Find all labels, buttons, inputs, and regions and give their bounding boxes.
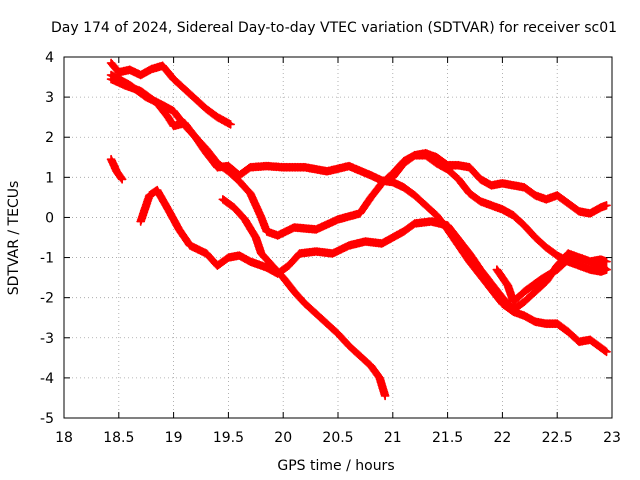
series-markers xyxy=(136,185,611,315)
data-series xyxy=(106,58,611,401)
series-track-4 xyxy=(136,185,611,315)
y-tick-label: 1 xyxy=(45,170,54,186)
x-tick-label: 18.5 xyxy=(103,430,134,446)
y-tick-label: 2 xyxy=(45,130,54,146)
series-markers xyxy=(106,70,611,240)
x-tick-label: 21.5 xyxy=(432,430,463,446)
x-tick-labels: 18 18.5 19 19.5 20 20.5 21 21.5 22 22.5 23 xyxy=(55,430,621,446)
grid xyxy=(64,57,612,418)
series-track-1 xyxy=(106,58,235,129)
y-tick-labels: -5 -4 -3 -2 -1 0 1 2 3 4 xyxy=(40,50,54,427)
x-tick-label: 18 xyxy=(55,430,73,446)
y-tick-label: -5 xyxy=(40,411,54,427)
series-markers xyxy=(218,195,390,401)
series-markers xyxy=(106,154,127,184)
series-markers xyxy=(106,58,235,129)
axis-ticks xyxy=(63,56,613,419)
series-markers xyxy=(492,253,611,307)
x-tick-label: 23 xyxy=(603,430,621,446)
series-track-8 xyxy=(106,154,127,184)
series-track-7 xyxy=(492,253,611,307)
y-tick-label: 0 xyxy=(45,210,54,226)
chart-title: Day 174 of 2024, Sidereal Day-to-day VTE… xyxy=(51,20,617,36)
y-tick-label: -3 xyxy=(40,331,54,347)
x-tick-label: 22.5 xyxy=(542,430,573,446)
y-tick-label: -2 xyxy=(40,291,54,307)
series-track-5 xyxy=(218,195,390,401)
y-tick-label: -1 xyxy=(40,251,54,267)
y-tick-label: 3 xyxy=(45,90,54,106)
y-tick-label: 4 xyxy=(45,50,54,66)
y-tick-label: -4 xyxy=(40,371,54,387)
x-tick-label: 19.5 xyxy=(213,430,244,446)
x-tick-label: 19 xyxy=(165,430,183,446)
series-markers xyxy=(388,150,611,276)
x-tick-label: 20 xyxy=(274,430,292,446)
x-tick-label: 22 xyxy=(493,430,511,446)
y-axis-label: SDTVAR / TECUs xyxy=(6,181,22,296)
x-axis-label: GPS time / hours xyxy=(277,458,394,474)
series-track-6 xyxy=(388,150,611,276)
series-track-3 xyxy=(106,70,611,240)
x-tick-label: 20.5 xyxy=(322,430,353,446)
x-tick-label: 21 xyxy=(384,430,402,446)
